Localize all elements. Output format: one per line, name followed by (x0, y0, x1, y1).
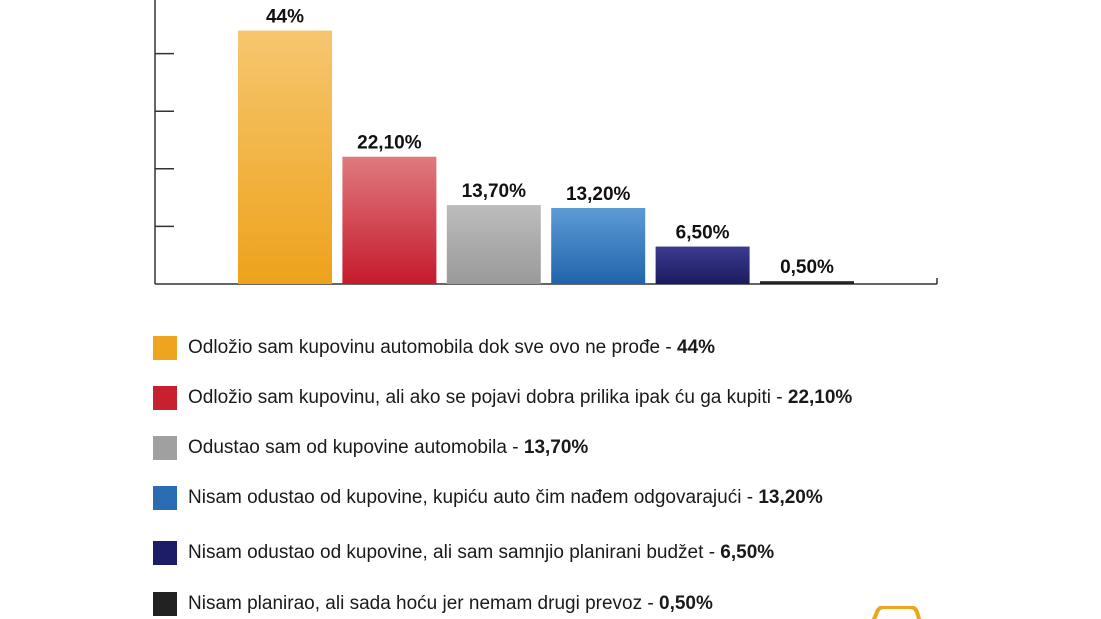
legend-item: Nisam odustao od kupovine, kupiću auto č… (153, 486, 823, 510)
legend-value: 6,50% (720, 542, 775, 563)
legend-label: Odustao sam od kupovine automobila - 13,… (188, 437, 589, 458)
legend-item: Odložio sam kupovinu automobila dok sve … (153, 336, 715, 360)
legend-label: Nisam odustao od kupovine, ali sam samnj… (188, 542, 775, 563)
legend-swatch (153, 592, 177, 616)
legend-item: Odustao sam od kupovine automobila - 13,… (153, 436, 588, 460)
legend-item: Nisam planirao, ali sada hoću jer nemam … (153, 592, 713, 616)
legend-value: 13,70% (523, 437, 589, 458)
bar-value-label: 6,50% (676, 223, 730, 244)
legend-value: 44% (677, 337, 716, 358)
bar (655, 246, 750, 284)
bar-value-label: 0,50% (780, 257, 834, 278)
legend-swatch (153, 541, 177, 565)
legend-label: Odložio sam kupovinu automobila dok sve … (188, 337, 716, 358)
legend-swatch (153, 336, 177, 360)
legend-swatch (153, 486, 177, 510)
bar-value-label: 22,10% (357, 133, 422, 154)
bar-value-label: 13,70% (462, 181, 527, 202)
legend-value: 13,20% (758, 487, 823, 508)
bar-value-label: 44% (266, 7, 304, 28)
legend-label: Odložio sam kupovinu, ali ako se pojavi … (188, 387, 853, 408)
bar (551, 207, 646, 284)
legend-item: Nisam odustao od kupovine, ali sam samnj… (153, 541, 774, 565)
bar (342, 156, 437, 284)
legend-label: Nisam odustao od kupovine, kupiću auto č… (188, 487, 823, 508)
legend-swatch (153, 436, 177, 460)
bar-data-labels: 44% 22,10% 13,70% 13,20% 6,50% 0,50% (266, 7, 834, 279)
logo-fragment-icon (872, 606, 921, 619)
bar (760, 281, 854, 284)
legend-value: 22,10% (787, 387, 853, 408)
bar (238, 30, 332, 285)
bar (446, 205, 541, 284)
legend-item: Odložio sam kupovinu, ali ako se pojavi … (153, 386, 852, 410)
bar-chart: 44% 22,10% 13,70% 13,20% 6,50% 0,50% (154, 0, 938, 285)
bar-value-label: 13,20% (566, 184, 631, 205)
legend-label: Nisam planirao, ali sada hoću jer nemam … (188, 593, 713, 614)
bars (238, 30, 854, 285)
legend-swatch (153, 386, 177, 410)
legend-value: 0,50% (659, 593, 713, 614)
